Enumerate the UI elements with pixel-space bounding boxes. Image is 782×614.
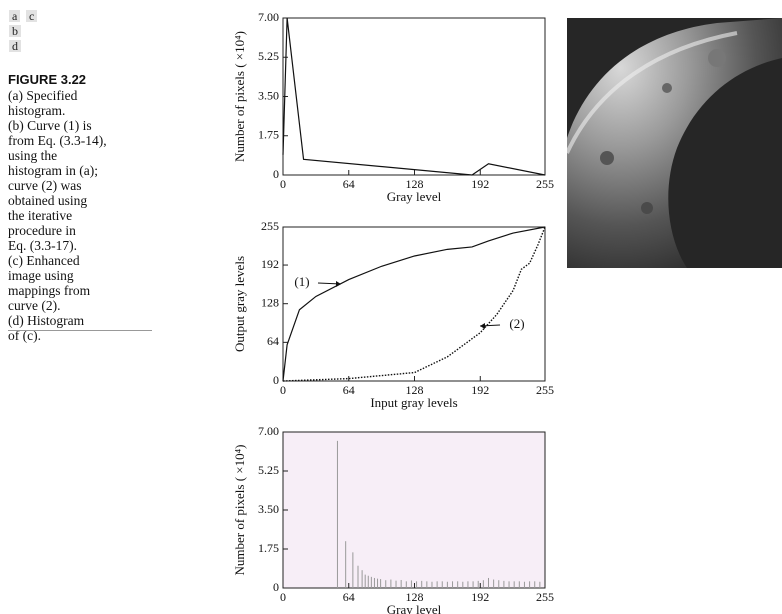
caption-line: histogram in (a); xyxy=(8,163,98,178)
x-tick-label: 64 xyxy=(343,590,355,604)
y-tick-label: 5.25 xyxy=(258,49,279,63)
panel-label: d xyxy=(9,40,21,52)
y-tick-label: 128 xyxy=(261,295,279,309)
x-tick-label: 64 xyxy=(343,177,355,191)
plot-area xyxy=(282,226,546,382)
caption-line: of (c). xyxy=(8,328,41,343)
caption-line: Eq. (3.3-17). xyxy=(8,238,77,253)
x-tick-label: 64 xyxy=(343,383,355,397)
panel-label: a xyxy=(9,10,21,22)
x-tick-label: 192 xyxy=(471,590,489,604)
arrow-head xyxy=(336,281,341,287)
x-tick-label: 128 xyxy=(406,177,424,191)
y-tick-label: 3.50 xyxy=(258,88,279,102)
y-tick-label: 0 xyxy=(273,373,279,387)
x-tick-label: 192 xyxy=(471,383,489,397)
x-tick-label: 0 xyxy=(280,177,286,191)
x-axis-label: Input gray levels xyxy=(370,395,457,410)
x-axis-label: Gray level xyxy=(387,602,442,614)
caption-line: (d) Histogram xyxy=(8,313,85,328)
y-tick-label: 3.50 xyxy=(258,502,279,516)
caption-line: curve (2) was xyxy=(8,178,82,193)
x-tick-label: 128 xyxy=(406,590,424,604)
y-tick-label: 0 xyxy=(273,580,279,594)
y-axis-label: Number of pixels ( ×10⁴) xyxy=(232,31,247,162)
caption-line: from Eq. (3.3-14), xyxy=(8,133,107,148)
y-axis-label: Number of pixels ( ×10⁴) xyxy=(232,444,247,575)
x-tick-label: 128 xyxy=(406,383,424,397)
caption-rule xyxy=(8,330,152,331)
y-tick-label: 7.00 xyxy=(258,10,279,24)
caption-line: mappings from xyxy=(8,283,91,298)
caption-line: using the xyxy=(8,148,58,163)
panel-label: b xyxy=(9,25,21,37)
y-tick-label: 0 xyxy=(273,167,279,181)
x-tick-label: 192 xyxy=(471,177,489,191)
caption-line: (c) Enhanced xyxy=(8,253,80,268)
x-tick-label: 255 xyxy=(536,383,554,397)
arrow-head xyxy=(480,323,485,329)
x-tick-label: 0 xyxy=(280,383,286,397)
y-tick-label: 255 xyxy=(261,219,279,233)
series-label: (1) xyxy=(294,274,309,289)
y-tick-label: 1.75 xyxy=(258,128,279,142)
caption-line: histogram. xyxy=(8,103,66,118)
x-tick-label: 0 xyxy=(280,590,286,604)
plot-area xyxy=(282,431,546,589)
x-tick-label: 255 xyxy=(536,590,554,604)
caption-line: curve (2). xyxy=(8,298,61,313)
x-axis-label: Gray level xyxy=(387,189,442,204)
line xyxy=(282,17,546,176)
caption-line: (a) Specified xyxy=(8,88,78,103)
caption: FIGURE 3.22 (a) Specified histogram. (b) C… xyxy=(8,72,154,343)
charts: 0 1.75 3.50 5.25 7.00 0 64 128 192 255 Gray level N… xyxy=(232,10,554,614)
panel-label: c xyxy=(26,10,38,22)
y-tick-label: 64 xyxy=(267,334,279,348)
moon-image xyxy=(567,18,782,268)
x-tick-label: 255 xyxy=(536,177,554,191)
caption-line: the iterative xyxy=(8,208,73,223)
y-tick-label: 1.75 xyxy=(258,541,279,555)
plot-area xyxy=(282,17,546,176)
y-axis-label: Output gray levels xyxy=(232,256,247,352)
y-tick-label: 7.00 xyxy=(258,424,279,438)
caption-line: (b) Curve (1) is xyxy=(8,118,92,133)
y-tick-label: 192 xyxy=(261,257,279,271)
line xyxy=(282,226,546,382)
figure-number: FIGURE 3.22 xyxy=(8,72,87,87)
caption-line: procedure in xyxy=(8,223,76,238)
y-tick-label: 5.25 xyxy=(258,463,279,477)
caption-line: image using xyxy=(8,268,74,283)
caption-line: obtained using xyxy=(8,193,88,208)
series-label: (2) xyxy=(509,316,524,331)
